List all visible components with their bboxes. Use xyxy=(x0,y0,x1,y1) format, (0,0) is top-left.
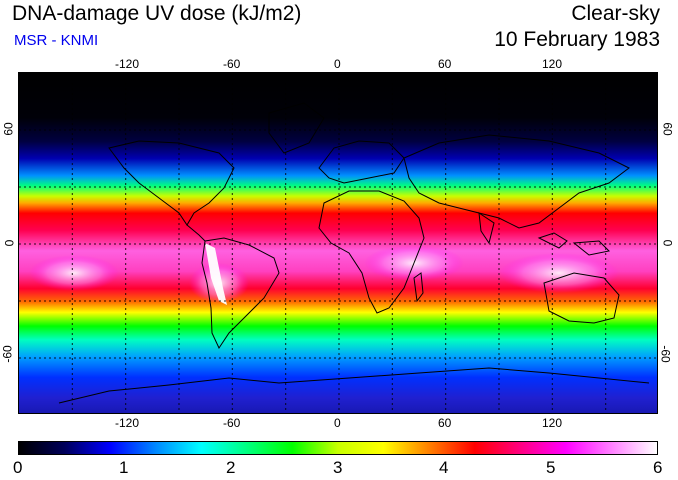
lon-tick-bottom: -60 xyxy=(223,416,241,430)
coastlines xyxy=(58,102,650,404)
colorbar-label: 3 xyxy=(333,458,343,477)
lon-tick-bottom: 60 xyxy=(438,416,452,430)
lat-tick-right: 0 xyxy=(660,239,675,247)
lat-tick-left: -60 xyxy=(0,345,15,363)
uv-dose-map xyxy=(18,72,658,414)
uv-dose-field xyxy=(19,73,657,413)
credit-label: MSR - KNMI xyxy=(14,32,99,49)
lon-tick-top: -60 xyxy=(223,57,241,71)
lon-tick-top: 0 xyxy=(334,57,341,71)
lon-tick-bottom: 0 xyxy=(334,416,341,430)
colorbar-label: 0 xyxy=(13,458,23,477)
lon-tick-bottom: -120 xyxy=(115,416,140,430)
date-label: 10 February 1983 xyxy=(494,28,660,51)
lon-tick-bottom: 120 xyxy=(542,416,563,430)
colorbar-label: 4 xyxy=(439,458,449,477)
lat-tick-left: 60 xyxy=(1,122,16,136)
colorbar-label: 5 xyxy=(546,458,556,477)
map-title: DNA-damage UV dose (kJ/m2) xyxy=(12,2,302,25)
sky-condition-label: Clear-sky xyxy=(571,2,660,25)
graticule xyxy=(19,73,657,413)
lon-tick-top: -120 xyxy=(115,57,140,71)
lon-tick-top: 60 xyxy=(438,57,452,71)
colorbar-label: 6 xyxy=(653,458,663,477)
lat-tick-right: -60 xyxy=(658,345,673,363)
colorbar-label: 1 xyxy=(119,458,129,477)
colorbar-label: 2 xyxy=(226,458,236,477)
lat-tick-left: 0 xyxy=(2,239,17,247)
lat-tick-right: 60 xyxy=(660,122,675,136)
colorbar xyxy=(18,441,658,455)
lon-tick-top: 120 xyxy=(542,57,563,71)
